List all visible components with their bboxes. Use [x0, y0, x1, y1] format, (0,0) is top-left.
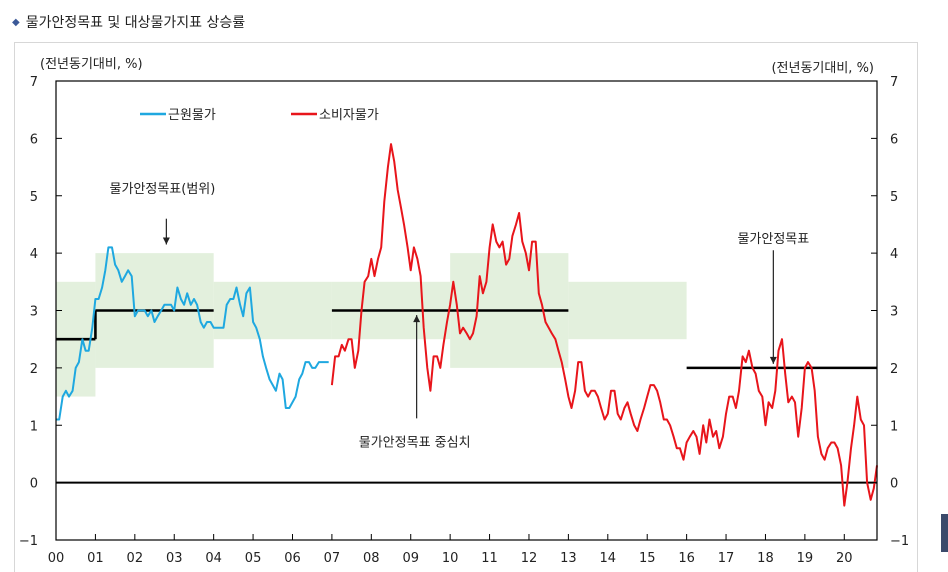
legend-label-1: 소비자물가 [319, 108, 379, 123]
y-tick-label-left: 6 [30, 132, 38, 147]
y-tick-label-right: 7 [890, 75, 898, 90]
series-lines [56, 143, 878, 507]
annotation-label-1: 물가안정목표 중심치 [359, 435, 471, 450]
series-line-0 [56, 246, 329, 421]
axis-ticks: −1 −10 01 12 23 34 45 56 67 700 01 02 03 04 05 06 07 08 09… [19, 75, 909, 566]
x-tick-label: 02 [127, 551, 144, 566]
series-line-1 [330, 143, 878, 507]
annotations: 물가안정목표(범위) 물가안정목표 중심치 물가안정목표 [110, 182, 810, 451]
x-tick-label: 05 [245, 551, 262, 566]
right-unit-label: (전년동기대비, %) [771, 61, 874, 76]
annotation-arrowhead-0 [162, 237, 170, 245]
legend-label-0: 근원물가 [168, 108, 216, 123]
annotation-label-0: 물가안정목표(범위) [110, 182, 216, 197]
y-tick-label-left: 7 [30, 75, 38, 90]
x-tick-label: 00 [48, 551, 65, 566]
x-tick-label: 01 [87, 551, 104, 566]
left-unit-label: (전년동기대비, %) [40, 57, 143, 72]
y-tick-label-left: 2 [30, 362, 38, 377]
y-tick-label-left: −1 [19, 534, 38, 549]
x-tick-label: 06 [284, 551, 301, 566]
x-tick-label: 07 [324, 551, 341, 566]
x-tick-label: 20 [836, 551, 853, 566]
page-title: 물가안정목표 및 대상물가지표 상승률 [25, 15, 246, 31]
x-tick-label: 18 [757, 551, 774, 566]
y-tick-label-right: 3 [890, 305, 898, 320]
x-tick-label: 19 [797, 551, 814, 566]
y-tick-label-right: 4 [890, 247, 898, 262]
x-tick-label: 03 [166, 551, 183, 566]
x-tick-label: 11 [481, 551, 498, 566]
y-tick-label-left: 5 [30, 190, 38, 205]
x-tick-label: 16 [678, 551, 695, 566]
x-tick-label: 09 [402, 551, 419, 566]
chart-frame [14, 42, 918, 572]
x-tick-label: 04 [205, 551, 222, 566]
x-tick-label: 12 [521, 551, 538, 566]
y-tick-label-left: 3 [30, 305, 38, 320]
target-band-5 [568, 281, 687, 340]
y-tick-label-right: 6 [890, 132, 898, 147]
side-scroll-tab[interactable] [941, 514, 948, 552]
y-tick-label-left: 1 [30, 419, 38, 434]
y-tick-label-right: 0 [890, 477, 898, 492]
x-tick-label: 13 [560, 551, 577, 566]
x-tick-label: 17 [718, 551, 735, 566]
diamond-bullet-icon: ◆ [12, 16, 20, 28]
page-title-row: ◆ 물가안정목표 및 대상물가지표 상승률 [12, 12, 245, 32]
y-tick-label-right: 2 [890, 362, 898, 377]
annotation-arrowhead-1 [413, 315, 421, 323]
target-bands [56, 253, 687, 397]
y-tick-label-left: 4 [30, 247, 38, 262]
y-tick-label-right: 5 [890, 190, 898, 205]
x-tick-label: 14 [600, 551, 617, 566]
x-tick-label: 10 [442, 551, 459, 566]
y-tick-label-left: 0 [30, 477, 38, 492]
x-tick-label: 15 [639, 551, 656, 566]
x-tick-label: 08 [363, 551, 380, 566]
target-band-2 [213, 281, 332, 340]
legend: 근원물가 소비자물가 [140, 108, 379, 123]
annotation-label-2: 물가안정목표 [737, 232, 809, 247]
annotation-arrowhead-2 [769, 356, 777, 364]
y-tick-label-right: 1 [890, 419, 898, 434]
y-tick-label-right: −1 [890, 534, 909, 549]
target-lines [56, 309, 877, 370]
